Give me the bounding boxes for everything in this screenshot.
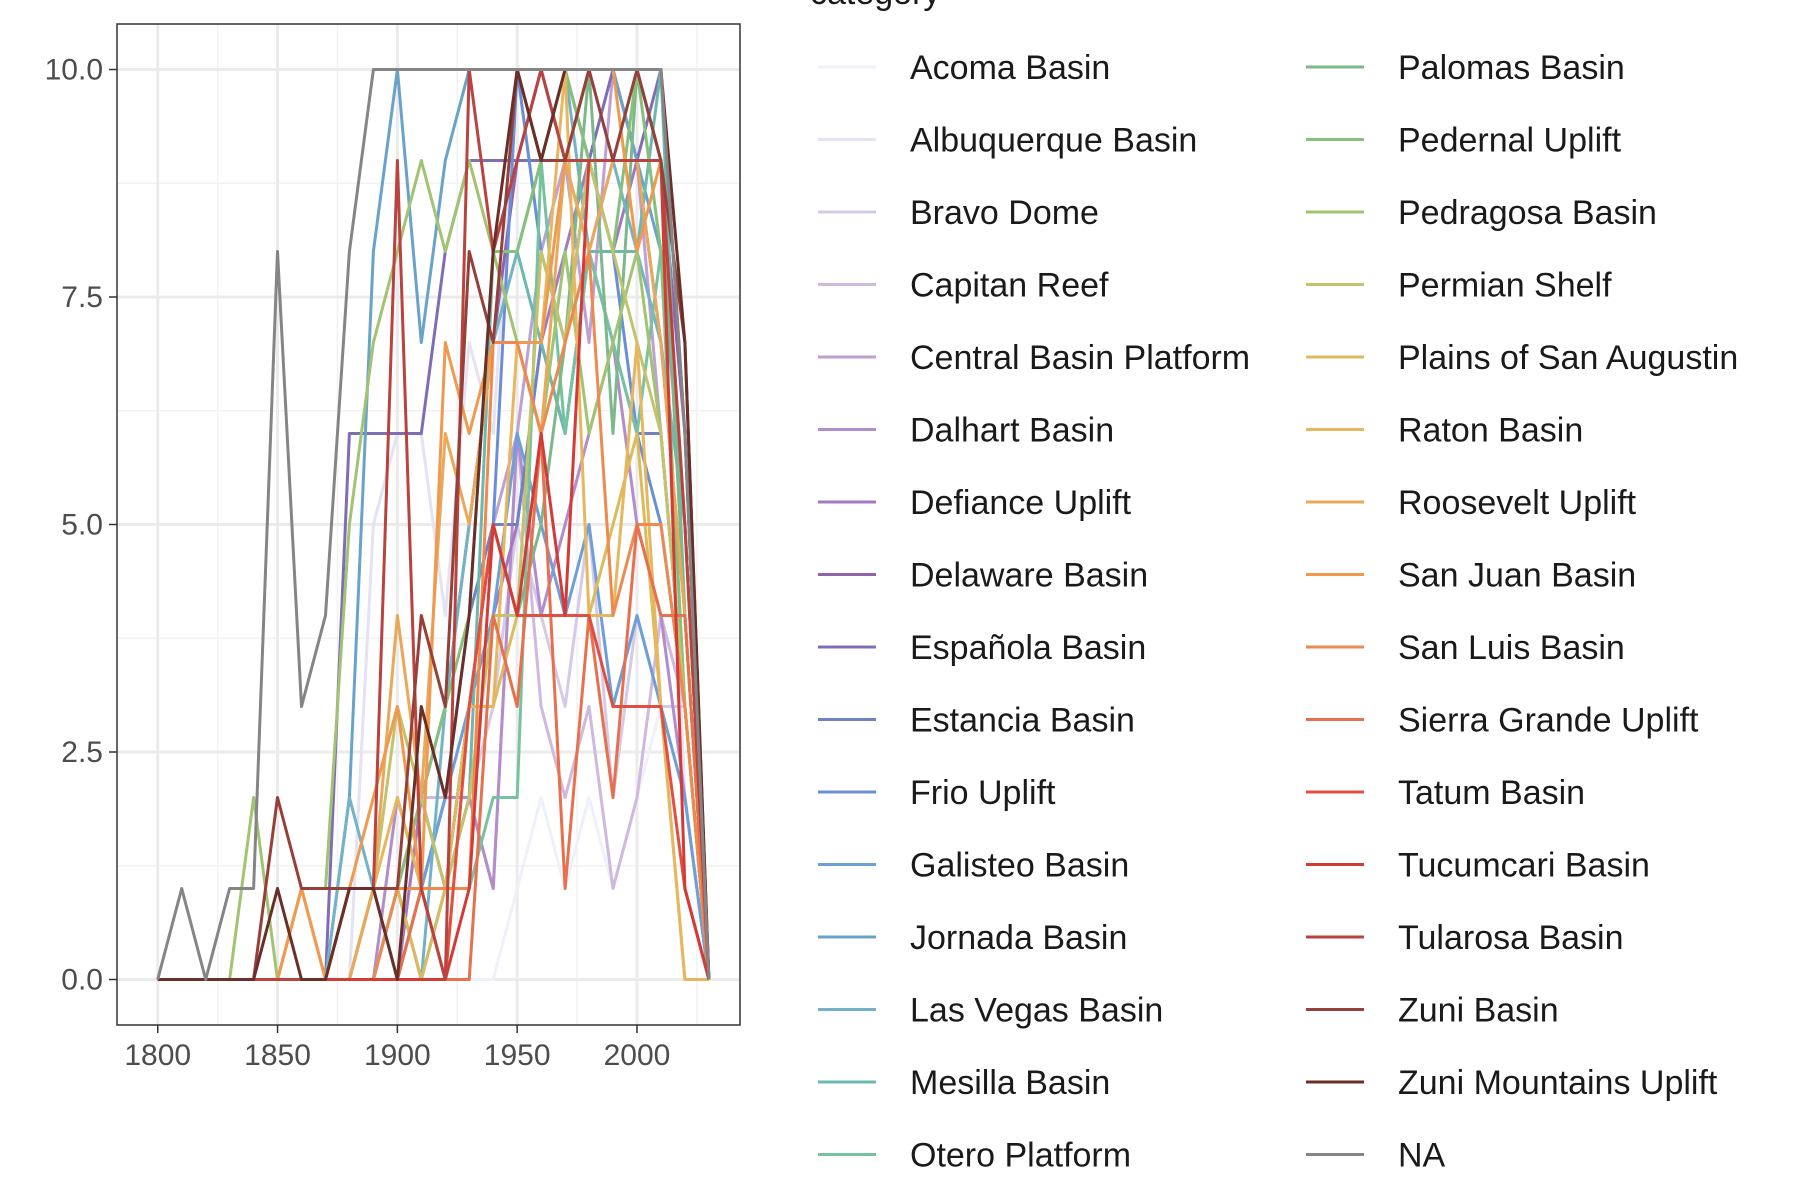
legend: category Acoma Basin Albuquerque Basin Bra… (810, 0, 1738, 1175)
legend-item-san-luis-basin: San Luis Basin (1306, 629, 1625, 667)
legend-item-mesilla-basin: Mesilla Basin (818, 1064, 1110, 1102)
x-tick-label: 1900 (364, 1039, 431, 1072)
legend-label: San Juan Basin (1398, 557, 1636, 595)
legend-item-capitan-reef: Capitan Reef (818, 267, 1109, 305)
legend-label: Tularosa Basin (1398, 919, 1624, 957)
legend-label: Frio Uplift (910, 774, 1056, 812)
legend-label: Mesilla Basin (910, 1064, 1110, 1102)
x-tick-label: 1800 (124, 1039, 191, 1072)
legend-item-central-basin-platform: Central Basin Platform (818, 339, 1250, 377)
legend-item-acoma-basin: Acoma Basin (818, 49, 1110, 87)
legend-label: Española Basin (910, 629, 1146, 667)
legend-item-zuni-mountains-uplift: Zuni Mountains Uplift (1306, 1064, 1718, 1102)
series-line-pedragosa-basin (157, 159, 711, 981)
legend-label: Plains of San Augustin (1398, 339, 1738, 377)
legend-item-san-juan-basin: San Juan Basin (1306, 557, 1636, 595)
legend-item-espanola-basin: Española Basin (818, 629, 1146, 667)
legend-label: Sierra Grande Uplift (1398, 702, 1699, 740)
legend-label: Pedragosa Basin (1398, 194, 1657, 232)
x-tick-label: 1850 (244, 1039, 311, 1072)
legend-label: Zuni Mountains Uplift (1398, 1064, 1718, 1102)
legend-item-estancia-basin: Estancia Basin (818, 702, 1135, 740)
legend-item-pedernal-uplift: Pedernal Uplift (1306, 122, 1622, 160)
legend-label: Roosevelt Uplift (1398, 484, 1637, 522)
legend-label: Raton Basin (1398, 412, 1583, 450)
legend-label: Galisteo Basin (910, 847, 1129, 885)
legend-item-tucumcari-basin: Tucumcari Basin (1306, 847, 1650, 885)
y-axis: 0.0 2.5 5.0 7.5 10.0 (45, 54, 117, 997)
legend-label: Tatum Basin (1398, 774, 1585, 812)
legend-label: Albuquerque Basin (910, 122, 1197, 160)
legend-item-delaware-basin: Delaware Basin (818, 557, 1148, 595)
legend-label: Capitan Reef (910, 267, 1109, 305)
legend-item-otero-platform: Otero Platform (818, 1137, 1131, 1175)
legend-label: Jornada Basin (910, 919, 1127, 957)
legend-item-las-vegas-basin: Las Vegas Basin (818, 992, 1163, 1030)
y-tick-label: 2.5 (61, 736, 103, 769)
legend-label: Tucumcari Basin (1398, 847, 1650, 885)
legend-label: Central Basin Platform (910, 339, 1250, 377)
series-line-na (156, 68, 711, 981)
legend-item-albuquerque-basin: Albuquerque Basin (818, 122, 1197, 160)
legend-item-raton-basin: Raton Basin (1306, 412, 1583, 450)
legend-label: Zuni Basin (1398, 992, 1559, 1030)
legend-item-dalhart-basin: Dalhart Basin (818, 412, 1114, 450)
legend-title: category (810, 0, 940, 12)
legend-item-palomas-basin: Palomas Basin (1306, 49, 1625, 87)
legend-item-zuni-basin: Zuni Basin (1306, 992, 1559, 1030)
legend-label: Dalhart Basin (910, 412, 1114, 450)
legend-label: Permian Shelf (1398, 267, 1612, 305)
legend-item-jornada-basin: Jornada Basin (818, 919, 1127, 957)
legend-label: Bravo Dome (910, 194, 1099, 232)
legend-item-na: NA (1306, 1137, 1446, 1175)
legend-label: Acoma Basin (910, 49, 1110, 87)
legend-label: Palomas Basin (1398, 49, 1625, 87)
y-tick-label: 10.0 (45, 54, 103, 87)
legend-item-bravo-dome: Bravo Dome (818, 194, 1099, 232)
legend-label: Estancia Basin (910, 702, 1135, 740)
x-tick-label: 2000 (604, 1039, 671, 1072)
legend-items: Acoma Basin Albuquerque Basin Bravo Dome Ca… (818, 49, 1738, 1175)
legend-item-defiance-uplift: Defiance Uplift (818, 484, 1132, 522)
legend-item-frio-uplift: Frio Uplift (818, 774, 1056, 812)
y-tick-label: 0.0 (61, 964, 103, 997)
legend-label: San Luis Basin (1398, 629, 1625, 667)
legend-item-tularosa-basin: Tularosa Basin (1306, 919, 1624, 957)
legend-label: Otero Platform (910, 1137, 1131, 1175)
x-axis: 1800 1850 1900 1950 2000 (124, 1025, 670, 1072)
legend-label: Las Vegas Basin (910, 992, 1163, 1030)
legend-label: Delaware Basin (910, 557, 1148, 595)
legend-item-sierra-grande-uplift: Sierra Grande Uplift (1306, 702, 1699, 740)
legend-item-pedragosa-basin: Pedragosa Basin (1306, 194, 1657, 232)
legend-label: NA (1398, 1137, 1446, 1175)
legend-item-plains-of-san-augustin: Plains of San Augustin (1306, 339, 1738, 377)
y-tick-label: 5.0 (61, 509, 103, 542)
y-tick-label: 7.5 (61, 281, 103, 314)
legend-label: Pedernal Uplift (1398, 122, 1622, 160)
legend-item-galisteo-basin: Galisteo Basin (818, 847, 1129, 885)
legend-item-permian-shelf: Permian Shelf (1306, 267, 1612, 305)
legend-item-tatum-basin: Tatum Basin (1306, 774, 1585, 812)
series-lines (156, 68, 711, 981)
legend-item-roosevelt-uplift: Roosevelt Uplift (1306, 484, 1637, 522)
x-tick-label: 1950 (484, 1039, 551, 1072)
legend-label: Defiance Uplift (910, 484, 1132, 522)
